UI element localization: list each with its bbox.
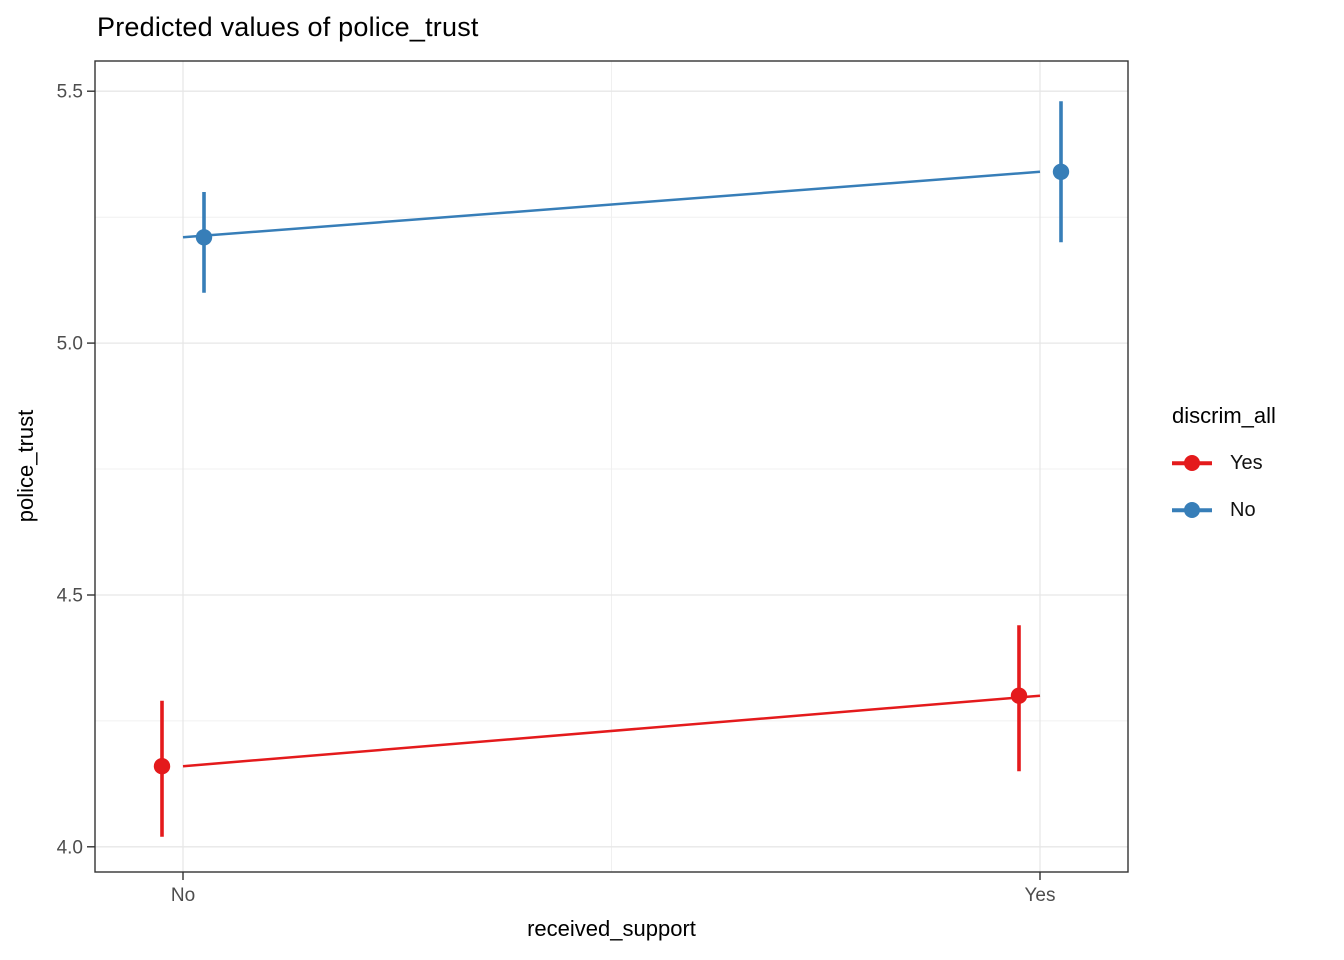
point-no-yes	[1052, 163, 1070, 180]
y-tick-label: 5.5	[57, 82, 83, 103]
legend-key-no-icon	[1172, 495, 1212, 525]
legend-key-dot	[1184, 502, 1200, 518]
y-axis-title: police_trust	[13, 409, 38, 523]
legend-key-dot	[1184, 455, 1200, 471]
trend-line-no	[182, 170, 1041, 239]
legend-entry-no: No	[1172, 495, 1276, 525]
y-tick-label: 4.5	[57, 586, 83, 607]
point-no-no	[195, 229, 213, 246]
y-tick-label: 4.0	[57, 837, 83, 858]
x-tick-label: No	[171, 885, 195, 906]
point-yes-no	[153, 758, 171, 775]
trend-line-yes	[182, 694, 1041, 768]
point-yes-yes	[1010, 687, 1028, 704]
x-axis-title: received_support	[527, 916, 696, 941]
legend-entry-yes: Yes	[1172, 448, 1276, 478]
panel-border	[94, 60, 1129, 873]
legend-entry-label: Yes	[1230, 451, 1263, 474]
legend-entry-label: No	[1230, 498, 1256, 521]
x-tick-label: Yes	[1025, 885, 1056, 906]
legend-key-yes-icon	[1172, 448, 1212, 478]
legend: discrim_all Yes No	[1172, 403, 1276, 542]
legend-title: discrim_all	[1172, 403, 1276, 428]
y-tick-label: 5.0	[57, 334, 83, 355]
plot-title: Predicted values of police_trust	[97, 12, 479, 42]
